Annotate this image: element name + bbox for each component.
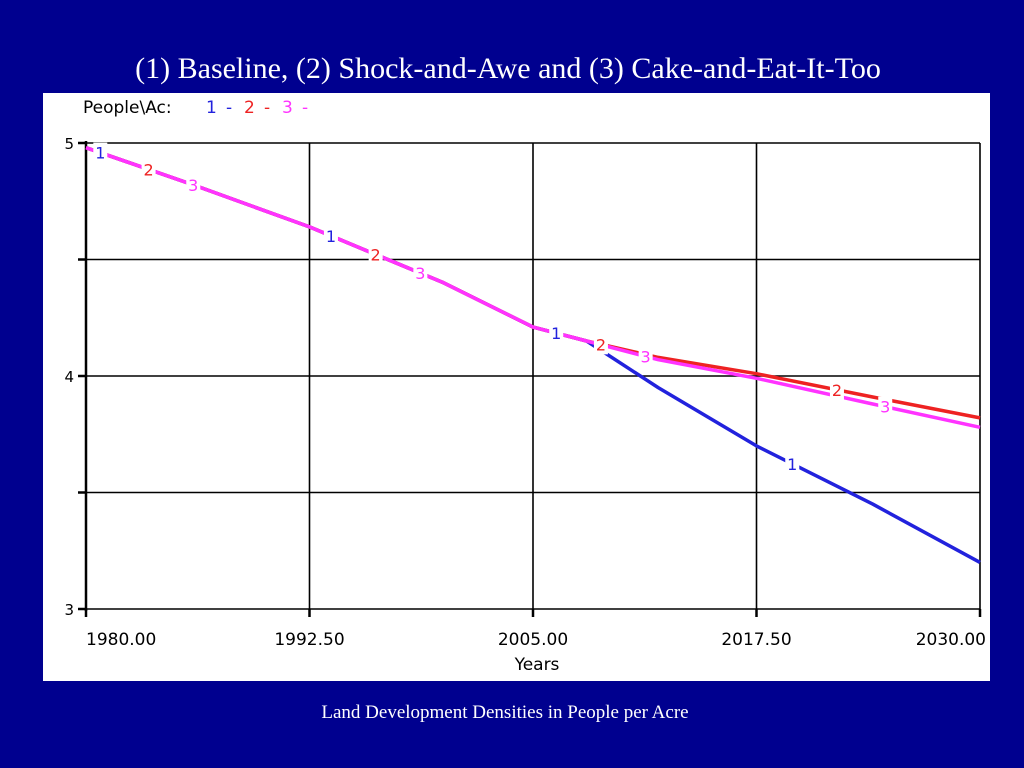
line-label-bg — [186, 174, 201, 195]
chart-grid — [85, 142, 981, 610]
slide-title: (1) Baseline, (2) Shock-and-Awe and (3) … — [135, 52, 881, 85]
line-label-1: 1 — [551, 324, 561, 343]
y-tick-label: 3 — [64, 601, 74, 619]
line-label-bg — [323, 225, 338, 246]
line-label-3: 3 — [188, 176, 198, 195]
line-label-3: 3 — [641, 347, 651, 366]
line-label-bg — [141, 159, 156, 180]
y-axis-label: People\Ac: — [83, 98, 172, 118]
line-label-bg — [593, 334, 608, 355]
line-label-bg — [93, 142, 108, 163]
line-label-bg — [368, 244, 383, 265]
line-label-2: 2 — [371, 245, 381, 264]
line-label-bg — [549, 323, 564, 344]
legend-dash-3: - — [302, 98, 308, 118]
line-label-1: 1 — [326, 227, 336, 246]
line-label-2: 2 — [832, 381, 842, 400]
legend: People\Ac: 1-2-3- — [83, 98, 308, 118]
line-label-bg — [878, 396, 893, 417]
legend-dash-2: - — [264, 98, 270, 118]
x-tick-label: 1980.00 — [86, 630, 156, 650]
line-label-bg — [413, 263, 428, 284]
line-label-bg — [785, 453, 800, 474]
legend-dash-1: - — [226, 98, 232, 118]
tick-labels: 5 4 3 1980.00 1992.50 2005.00 2017.50 2030.00 Ye… — [64, 135, 986, 675]
slide-caption: Land Development Densities in People per… — [321, 702, 689, 723]
chart-axes — [78, 141, 982, 617]
x-tick-label: 2017.50 — [721, 630, 791, 650]
line-label-3: 3 — [415, 264, 425, 283]
line-label-1: 1 — [95, 144, 105, 163]
x-tick-label: 2030.00 — [916, 630, 986, 650]
legend-item-2: 2 — [244, 98, 255, 118]
line-label-3: 3 — [880, 398, 890, 417]
y-tick-label: 5 — [64, 135, 74, 153]
x-axis-label: Years — [514, 655, 560, 675]
line-label-bg — [829, 379, 844, 400]
legend-item-1: 1 — [206, 98, 217, 118]
line-label-2: 2 — [143, 160, 153, 179]
legend-item-3: 3 — [282, 98, 293, 118]
y-tick-label: 4 — [64, 368, 74, 386]
line-label-bg — [638, 346, 653, 367]
x-tick-label: 1992.50 — [274, 630, 344, 650]
line-label-1: 1 — [787, 455, 797, 474]
line-labels: 1 1 1 1 2 2 2 2 3 3 3 3 — [93, 142, 893, 474]
x-tick-label: 2005.00 — [498, 630, 568, 650]
line-label-2: 2 — [596, 335, 606, 354]
